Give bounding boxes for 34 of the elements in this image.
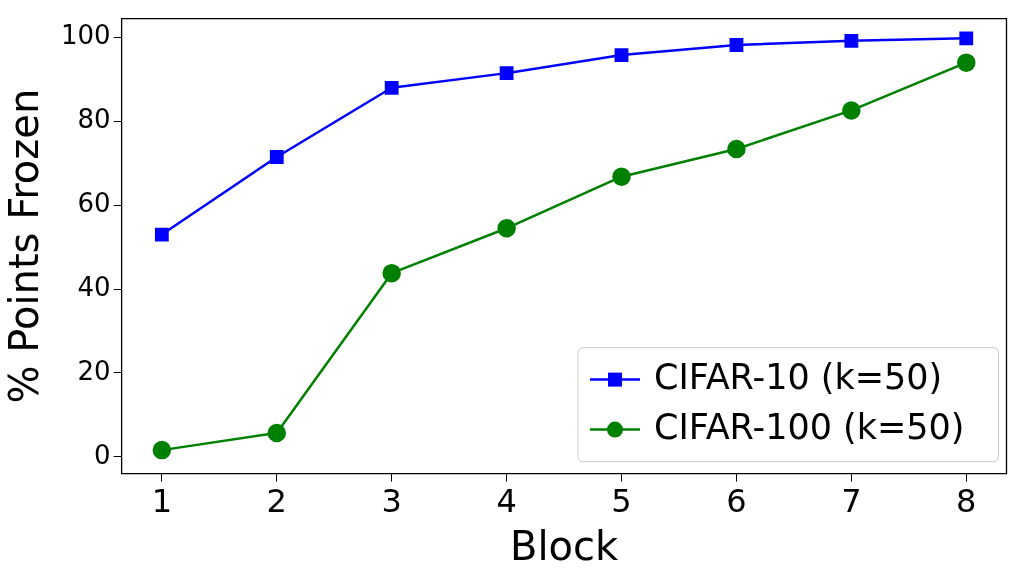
x-tick-label: 4 [496, 482, 517, 521]
point [384, 80, 399, 95]
y-tick-label: 40 [77, 271, 111, 302]
point [614, 48, 629, 62]
x-tick-label: 3 [381, 482, 402, 521]
point [497, 219, 516, 238]
point [729, 38, 744, 52]
x-axis-title: Block [509, 523, 619, 570]
point [612, 167, 631, 186]
point [957, 53, 976, 72]
y-axis-title: % Points Frozen [1, 88, 48, 404]
point [267, 423, 287, 443]
y-tick-label: 80 [77, 104, 111, 135]
point [499, 66, 514, 81]
point [154, 227, 169, 242]
point [844, 33, 859, 48]
x-tick-label: 2 [266, 482, 287, 521]
x-tick-label: 8 [956, 482, 977, 521]
y-tick-label: 60 [77, 187, 111, 218]
point [152, 440, 172, 460]
x-tick-label: 6 [726, 482, 747, 521]
point [382, 263, 401, 283]
y-tick-label: 0 [94, 439, 111, 470]
legend-label: CIFAR-100 (k=50) [653, 406, 965, 447]
x-tick-label: 5 [611, 482, 632, 521]
point [959, 31, 974, 46]
point [727, 139, 746, 159]
x-tick-label: 7 [841, 482, 862, 521]
point [842, 101, 861, 120]
legend-label: CIFAR-10 (k=50) [653, 356, 943, 397]
y-tick-label: 20 [77, 355, 111, 386]
y-tick-label: 100 [60, 20, 111, 51]
x-tick-label: 1 [151, 482, 173, 521]
point [269, 150, 284, 164]
